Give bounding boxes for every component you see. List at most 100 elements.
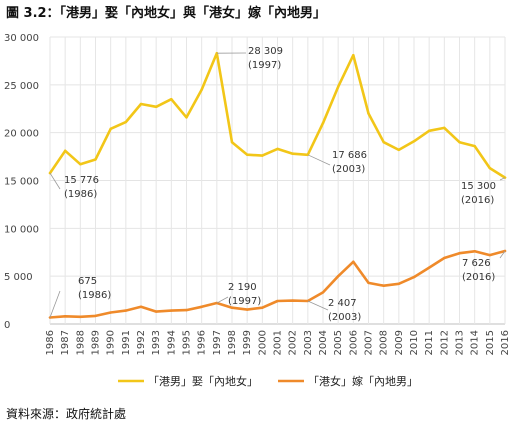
data-point bbox=[94, 314, 97, 318]
y-tick-label: 10 000 bbox=[4, 224, 39, 235]
data-label: 675 bbox=[78, 276, 97, 287]
x-tick-label: 2015 bbox=[485, 330, 496, 355]
data-label: 7 626 bbox=[462, 258, 491, 269]
x-tick-label: 1991 bbox=[121, 330, 132, 355]
data-label: 2 190 bbox=[228, 282, 257, 293]
x-tick-label: 1988 bbox=[75, 330, 86, 355]
data-point bbox=[291, 299, 294, 302]
x-tick-label: 1996 bbox=[197, 330, 208, 355]
data-point bbox=[230, 306, 234, 309]
x-tick-label: 2009 bbox=[394, 330, 405, 355]
data-point bbox=[291, 152, 294, 155]
data-point bbox=[473, 144, 476, 148]
data-point bbox=[185, 308, 188, 312]
data-point bbox=[321, 121, 325, 125]
x-tick-label: 2007 bbox=[364, 330, 375, 355]
y-tick-label: 5 000 bbox=[4, 272, 33, 283]
data-point bbox=[63, 149, 67, 153]
data-label: 15 776 bbox=[64, 175, 99, 186]
data-point bbox=[412, 275, 416, 279]
data-point bbox=[230, 141, 234, 144]
x-tick-label: 1986 bbox=[45, 330, 56, 355]
data-label: 28 309 bbox=[248, 46, 283, 57]
data-point bbox=[321, 291, 325, 294]
data-label: (2003) bbox=[328, 312, 361, 323]
data-point bbox=[488, 253, 492, 257]
x-tick-label: 1999 bbox=[242, 330, 253, 355]
data-point bbox=[412, 140, 416, 143]
data-label: (2016) bbox=[462, 272, 495, 283]
x-tick-label: 2011 bbox=[424, 330, 435, 355]
callout-leader bbox=[307, 154, 331, 166]
callout-leader bbox=[49, 172, 61, 190]
data-point bbox=[245, 308, 249, 311]
data-point bbox=[200, 305, 203, 308]
data-point bbox=[124, 309, 128, 312]
data-point bbox=[63, 315, 67, 318]
data-point bbox=[185, 116, 188, 119]
x-tick-label: 1987 bbox=[60, 330, 71, 355]
data-label: (2003) bbox=[332, 164, 365, 175]
data-point bbox=[458, 141, 461, 144]
x-tick-label: 1993 bbox=[151, 330, 162, 355]
callout-leader bbox=[499, 177, 506, 181]
data-point bbox=[154, 105, 158, 109]
legend-label: 「港男」娶「內地女」 bbox=[148, 374, 258, 388]
data-point bbox=[367, 281, 370, 285]
data-point bbox=[109, 127, 112, 131]
x-tick-label: 1997 bbox=[212, 330, 223, 355]
data-point bbox=[382, 284, 385, 287]
data-point bbox=[397, 282, 401, 286]
data-point bbox=[200, 88, 203, 91]
data-point bbox=[124, 120, 128, 124]
data-point bbox=[397, 148, 401, 152]
data-label: (1997) bbox=[228, 296, 261, 307]
data-point bbox=[79, 163, 82, 166]
data-point bbox=[443, 256, 446, 260]
legend-label: 「港女」嫁「內地男」 bbox=[308, 374, 418, 388]
x-tick-label: 2016 bbox=[500, 330, 511, 355]
data-point bbox=[139, 305, 143, 308]
data-point bbox=[170, 309, 173, 312]
data-point bbox=[488, 166, 492, 170]
x-tick-label: 2006 bbox=[348, 330, 359, 355]
data-point bbox=[261, 306, 264, 309]
x-tick-label: 1992 bbox=[136, 330, 147, 355]
x-tick-label: 2005 bbox=[333, 330, 344, 355]
data-label: (1986) bbox=[78, 290, 111, 301]
x-tick-label: 1995 bbox=[182, 330, 193, 355]
data-point bbox=[382, 141, 385, 144]
data-point bbox=[154, 310, 158, 313]
callout-leader bbox=[49, 290, 61, 318]
x-tick-label: 2001 bbox=[273, 330, 284, 355]
data-point bbox=[473, 250, 476, 253]
data-point bbox=[245, 153, 249, 156]
data-point bbox=[276, 299, 279, 303]
x-tick-label: 2012 bbox=[439, 330, 450, 355]
source-note: 資料來源：政府統計處 bbox=[6, 407, 127, 421]
data-point bbox=[139, 102, 143, 106]
data-label: 17 686 bbox=[332, 150, 367, 161]
callout-leader bbox=[499, 250, 506, 259]
data-point bbox=[427, 266, 431, 269]
x-tick-label: 2008 bbox=[379, 330, 390, 355]
callout-leader bbox=[216, 296, 229, 304]
data-point bbox=[352, 260, 355, 264]
data-point bbox=[427, 129, 431, 132]
data-point bbox=[276, 147, 279, 151]
data-point bbox=[352, 53, 355, 57]
data-label: 15 300 bbox=[461, 181, 496, 192]
data-label: (2016) bbox=[461, 195, 494, 206]
y-tick-label: 20 000 bbox=[4, 129, 39, 140]
x-tick-label: 2004 bbox=[318, 330, 329, 355]
data-point bbox=[458, 252, 461, 255]
x-tick-label: 2003 bbox=[303, 330, 314, 355]
y-tick-label: 15 000 bbox=[4, 177, 39, 188]
callout-leader bbox=[307, 300, 329, 311]
data-label: (1997) bbox=[248, 60, 281, 71]
data-point bbox=[443, 126, 446, 130]
data-point bbox=[367, 112, 370, 115]
data-point bbox=[336, 85, 340, 88]
x-tick-label: 1989 bbox=[91, 330, 102, 355]
x-tick-label: 1994 bbox=[166, 330, 177, 355]
